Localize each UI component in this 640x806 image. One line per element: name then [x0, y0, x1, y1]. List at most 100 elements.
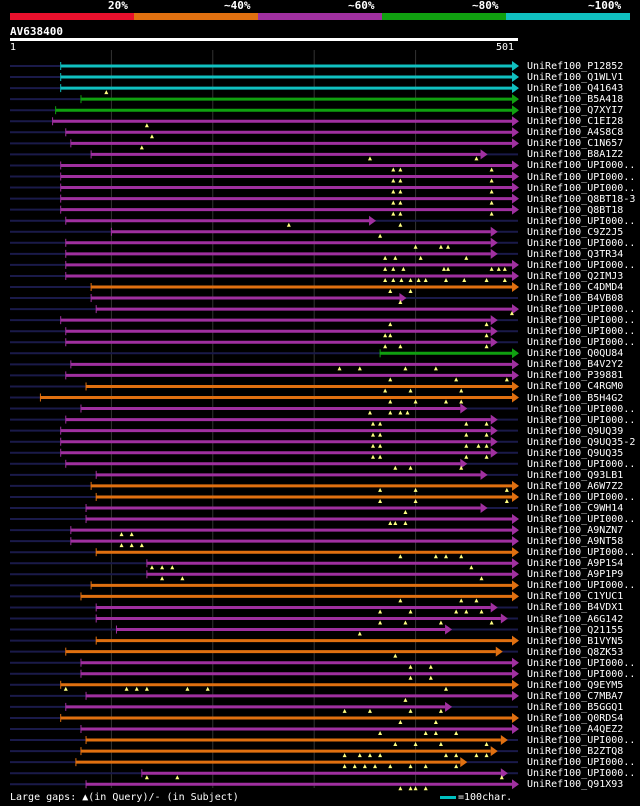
hit-label[interactable]: UniRef100_A9NT58 — [527, 536, 624, 548]
query-gap-marker — [388, 521, 393, 526]
hit-label[interactable]: UniRef100_A6G142 — [527, 613, 624, 625]
hit-label[interactable]: UniRef100_C7MBA7 — [527, 690, 624, 702]
hit-end-arrow — [512, 182, 519, 193]
hit-label[interactable]: UniRef100_A9P1S4 — [527, 558, 624, 570]
hit-label[interactable]: UniRef100_UPI000.. — [527, 259, 636, 271]
query-gap-marker — [474, 598, 479, 603]
hit-label[interactable]: UniRef100_Q21155 — [527, 624, 624, 636]
hit-label[interactable]: UniRef100_C9Z2J5 — [527, 226, 624, 238]
hit-label[interactable]: UniRef100_C1EI28 — [527, 116, 624, 128]
hit-label[interactable]: UniRef100_C1YUC1 — [527, 591, 624, 603]
hit-label[interactable]: UniRef100_UPI000.. — [527, 768, 636, 780]
hit-label[interactable]: UniRef100_Q0RDS4 — [527, 712, 624, 724]
hit-label[interactable]: UniRef100_UPI000.. — [527, 304, 636, 316]
hit-label[interactable]: UniRef100_UPI000.. — [527, 337, 636, 349]
hit-label[interactable]: UniRef100_UPI000.. — [527, 580, 636, 592]
query-gap-marker — [205, 686, 210, 691]
hit-label[interactable]: UniRef100_UPI000.. — [527, 182, 636, 194]
hit-label[interactable]: UniRef100_P39881 — [527, 370, 624, 382]
query-gap-marker — [398, 211, 403, 216]
hit-end-arrow — [512, 160, 519, 171]
hit-label[interactable]: UniRef100_Q3TR34 — [527, 248, 624, 260]
legend-segment — [258, 13, 382, 20]
scale-legend: =100char. — [440, 792, 512, 804]
hit-label[interactable]: UniRef100_Q0QU84 — [527, 348, 624, 360]
hit-end-arrow — [490, 746, 498, 757]
query-gap-marker — [484, 432, 489, 437]
query-gap-marker — [371, 432, 376, 437]
hit-label[interactable]: UniRef100_UPI000.. — [527, 326, 636, 338]
hit-label[interactable]: UniRef100_B4VDX1 — [527, 602, 624, 614]
hit-label[interactable]: UniRef100_B5A418 — [527, 94, 624, 106]
hit-label[interactable]: UniRef100_Q8ZK53 — [527, 646, 624, 658]
hit-label[interactable]: UniRef100_C1N657 — [527, 138, 624, 150]
hit-label[interactable]: UniRef100_UPI000.. — [527, 160, 636, 172]
hit-label[interactable]: UniRef100_UPI000.. — [527, 403, 636, 415]
hit-label[interactable]: UniRef100_C9WH14 — [527, 503, 624, 514]
hit-label[interactable]: UniRef100_Q7XYI7 — [527, 105, 624, 117]
hit-label[interactable]: UniRef100_A4QEZ2 — [527, 724, 624, 735]
query-gap-marker — [388, 333, 393, 338]
hit-label[interactable]: UniRef100_A4S8C8 — [527, 127, 624, 139]
hit-label[interactable]: UniRef100_A9NZN7 — [527, 525, 624, 537]
query-gap-marker — [428, 664, 433, 669]
hit-label[interactable]: UniRef100_Q2IMJ3 — [527, 270, 624, 282]
hit-label[interactable]: UniRef100_UPI000.. — [527, 735, 636, 747]
hit-label[interactable]: UniRef100_Q9EYM5 — [527, 679, 624, 691]
query-gap-marker — [408, 708, 413, 713]
hit-label[interactable]: UniRef100_B1VYN5 — [527, 635, 624, 647]
query-gap-marker — [489, 211, 494, 216]
hit-label[interactable]: UniRef100_B5H4G2 — [527, 392, 624, 404]
query-gap-marker — [464, 443, 469, 448]
hit-end-arrow — [512, 204, 519, 215]
hit-end-arrow — [512, 668, 519, 679]
hit-label[interactable]: UniRef100_Q9UQ35-2 — [527, 436, 636, 448]
hit-label[interactable]: UniRef100_Q1WLV1 — [527, 72, 624, 84]
hit-label[interactable]: UniRef100_UPI000.. — [527, 491, 636, 503]
hit-label[interactable]: UniRef100_UPI000.. — [527, 171, 636, 183]
hit-end-arrow — [512, 138, 519, 149]
hit-label[interactable]: UniRef100_C4DMD4 — [527, 282, 624, 293]
hit-label[interactable]: UniRef100_UPI000.. — [527, 458, 636, 470]
query-gap-marker — [474, 753, 479, 758]
query-gap-marker — [352, 764, 357, 769]
query-gap-marker — [398, 554, 403, 559]
query-gap-marker — [444, 277, 449, 282]
hit-label[interactable]: UniRef100_UPI000.. — [527, 237, 636, 249]
hit-label[interactable]: UniRef100_C4RGM0 — [527, 381, 624, 393]
hit-label[interactable]: UniRef100_P12852 — [527, 61, 624, 72]
hit-label[interactable]: UniRef100_Q8BT18-3 — [527, 193, 636, 205]
query-gap-marker — [398, 786, 403, 791]
query-gap-marker — [378, 421, 383, 426]
query-gap-marker — [444, 554, 449, 559]
query-gap-marker — [464, 432, 469, 437]
hit-label[interactable]: UniRef100_UPI000.. — [527, 514, 636, 526]
footer-legend: Large gaps: ▲(in Query)/- (in Subject) — [10, 792, 239, 803]
hit-label[interactable]: UniRef100_UPI000.. — [527, 315, 636, 327]
hit-label[interactable]: UniRef100_A6W7Z2 — [527, 480, 624, 492]
hit-label[interactable]: UniRef100_B2ZTQ8 — [527, 746, 624, 758]
hit-label[interactable]: UniRef100_Q93LB1 — [527, 469, 624, 481]
query-gap-marker — [63, 686, 68, 691]
hit-label[interactable]: UniRef100_UPI000.. — [527, 547, 636, 559]
hit-label[interactable]: UniRef100_A9P1P9 — [527, 569, 624, 581]
hit-label[interactable]: UniRef100_B4V2Y2 — [527, 359, 624, 371]
query-gap-marker — [459, 465, 464, 470]
query-gap-marker — [403, 510, 408, 514]
scale-text: =100char. — [458, 792, 513, 803]
hit-label[interactable]: UniRef100_B5GGQ1 — [527, 701, 624, 713]
hit-label[interactable]: UniRef100_B8A1Z2 — [527, 149, 624, 161]
hit-label[interactable]: UniRef100_Q8BT18 — [527, 204, 624, 216]
hit-label[interactable]: UniRef100_B4VB08 — [527, 293, 624, 305]
hit-label[interactable]: UniRef100_UPI000.. — [527, 215, 636, 227]
hit-label[interactable]: UniRef100_Q41643 — [527, 83, 624, 95]
hit-label[interactable]: UniRef100_Q9UQ35 — [527, 447, 624, 459]
hit-label[interactable]: UniRef100_Q91X93 — [527, 779, 624, 791]
hit-label[interactable]: UniRef100_UPI000.. — [527, 668, 636, 680]
hit-label[interactable]: UniRef100_UPI000.. — [527, 657, 636, 669]
hit-label[interactable]: UniRef100_UPI000.. — [527, 757, 636, 769]
legend-label: ~60% — [348, 0, 375, 12]
hit-label[interactable]: UniRef100_Q9UQ39 — [527, 425, 624, 437]
hit-label[interactable]: UniRef100_UPI000.. — [527, 414, 636, 426]
query-gap-marker — [438, 244, 443, 249]
